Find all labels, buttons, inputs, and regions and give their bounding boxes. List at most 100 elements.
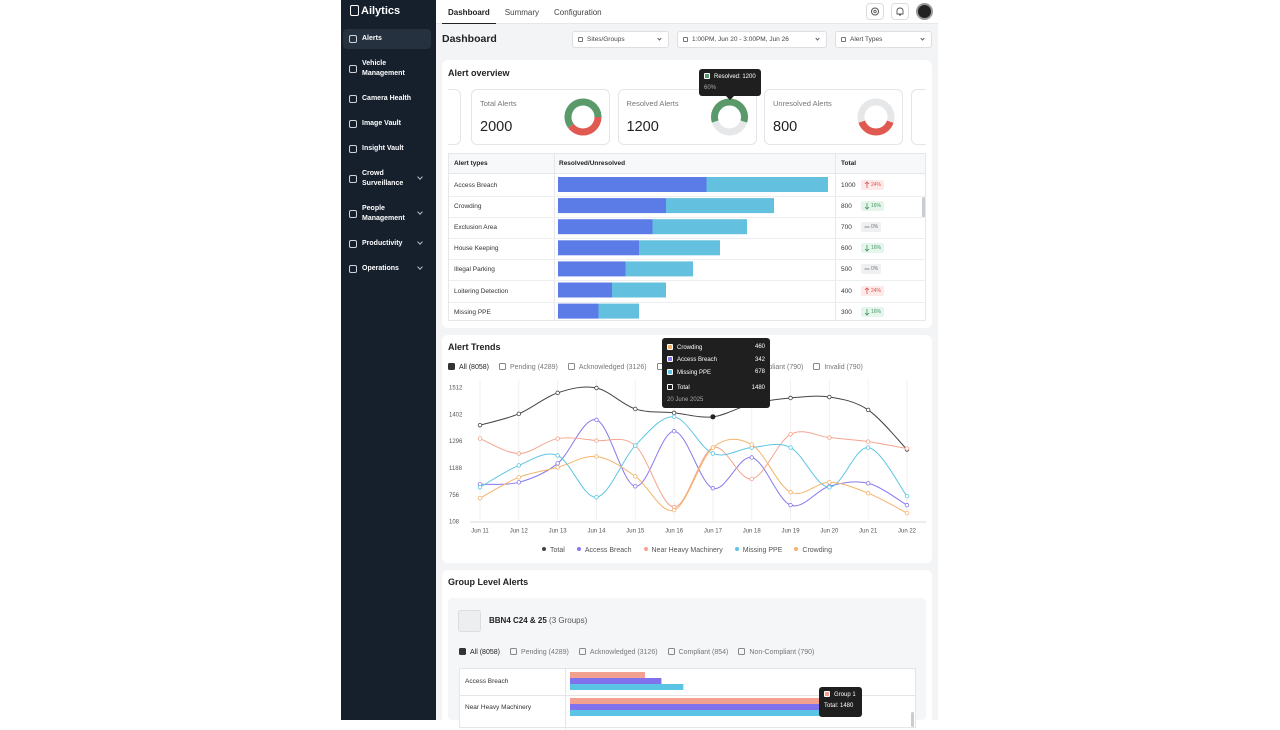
- nav-item[interactable]: Camera Health: [343, 89, 431, 109]
- tab[interactable]: Summary: [504, 8, 540, 17]
- alert-type: Missing PPE: [454, 308, 491, 316]
- tooltip-name: Group 1: [834, 692, 856, 698]
- filter-label: 1:00PM, Jun 20 - 3:00PM, Jun 26: [692, 36, 789, 43]
- nav-icon: [349, 240, 357, 248]
- filter-checkbox[interactable]: Invalid (790): [813, 363, 863, 371]
- nav-label: Productivity: [362, 240, 403, 247]
- total-value: 600: [841, 245, 852, 253]
- tooltip-row: Access Breach 342: [667, 354, 765, 367]
- notifications-button[interactable]: [891, 3, 909, 20]
- nav-icon: [349, 35, 357, 43]
- checkbox: [813, 363, 821, 370]
- alert-type: Crowding: [454, 203, 482, 211]
- settings-button[interactable]: [866, 3, 884, 20]
- checkbox-label: Pending (4289): [509, 364, 558, 371]
- column-divider: [554, 154, 555, 320]
- stat-value: 2000: [480, 119, 513, 135]
- trend-arrow: [864, 245, 870, 252]
- checkbox-label: Compliant (854): [678, 649, 729, 656]
- swatch: [824, 691, 830, 697]
- nav-item[interactable]: Productivity: [343, 234, 431, 254]
- legend-item[interactable]: Near Heavy Machinery: [643, 547, 723, 554]
- nav-item[interactable]: Image Vault: [343, 114, 431, 134]
- nav-icon: [349, 175, 357, 183]
- filter-dropdown[interactable]: Sites/Groups: [572, 31, 669, 48]
- nav-item[interactable]: Vehicle Management: [343, 54, 431, 84]
- filter-label: Alert Types: [850, 36, 883, 43]
- checkbox-label: Invalid (790): [824, 364, 863, 371]
- legend-label: Access Breach: [584, 547, 632, 554]
- tab[interactable]: Configuration: [554, 8, 602, 17]
- stat-label: Total Alerts: [480, 99, 517, 108]
- avatar[interactable]: [916, 3, 933, 20]
- filter-dropdown[interactable]: Alert Types: [835, 31, 932, 48]
- change-pill: 0%: [861, 222, 882, 233]
- nav-label: Vehicle Management: [362, 60, 405, 77]
- legend-dot: [643, 547, 648, 551]
- gear-icon: [871, 7, 879, 16]
- legend-item[interactable]: Access Breach: [576, 547, 632, 554]
- change-label: 16%: [871, 308, 882, 315]
- total-value: 700: [841, 224, 852, 232]
- filter-checkbox[interactable]: Non-Compliant (790): [738, 648, 814, 656]
- trend-icon: [864, 226, 870, 228]
- donut-tooltip: Resolved: 1200 60%: [699, 69, 761, 96]
- nav-icon: [349, 210, 357, 218]
- stat-card: [911, 89, 926, 145]
- nav-label: Image Vault: [362, 120, 401, 127]
- row-label: Access Breach: [465, 678, 509, 685]
- legend-item[interactable]: Crowding: [794, 547, 832, 554]
- legend-dot: [542, 547, 547, 551]
- legend: Total Access Breach Near Heavy Machinery Mi…: [442, 547, 932, 554]
- alert-type: Exclusion Area: [454, 224, 497, 232]
- filter-checkbox[interactable]: Pending (4289): [498, 363, 558, 371]
- filter-checkbox[interactable]: Acknowledged (3126): [578, 648, 658, 656]
- nav-item[interactable]: Operations: [343, 259, 431, 279]
- group-icon: [458, 610, 481, 632]
- swatch: [667, 343, 673, 350]
- stat-label: Unresolved Alerts: [773, 99, 832, 108]
- filter-checkbox[interactable]: All (8058): [448, 363, 489, 371]
- legend-item[interactable]: Missing PPE: [734, 547, 782, 554]
- chevron: [815, 36, 820, 41]
- filter-checkbox[interactable]: Pending (4289): [509, 648, 569, 656]
- nav-item[interactable]: Alerts: [343, 29, 431, 49]
- tooltip-name: Missing PPE: [677, 369, 712, 376]
- tooltip-name: Total: [677, 385, 690, 392]
- nav-item[interactable]: Crowd Surveillance: [343, 164, 431, 194]
- tooltip-date: 20 June 2025: [667, 397, 704, 403]
- legend-item[interactable]: Total: [542, 547, 565, 554]
- top-bar: [436, 0, 938, 24]
- tab[interactable]: Dashboard: [442, 0, 496, 24]
- nav-label: Operations: [362, 265, 399, 272]
- nav-item[interactable]: People Management: [343, 199, 431, 229]
- checkbox-label: All (8058): [459, 364, 489, 371]
- tooltip-row: Group 1: [824, 691, 857, 698]
- legend-label: Crowding: [802, 547, 832, 554]
- tooltip-name: Crowding: [677, 344, 703, 351]
- checkbox-label: All (8058): [470, 649, 500, 656]
- trend-icon: [864, 203, 870, 210]
- tooltip-row: Total 1480: [667, 382, 765, 395]
- change-label: 0%: [871, 266, 879, 273]
- chevron: [417, 239, 423, 245]
- column-divider: [565, 669, 566, 729]
- checkbox-label: Acknowledged (3126): [589, 649, 658, 656]
- filter-icon: [683, 37, 688, 42]
- legend-dot: [576, 547, 581, 551]
- trend-filters: All (8058) Pending (4289) Acknowledged (31…: [448, 363, 863, 371]
- filter-checkbox[interactable]: Acknowledged (3126): [567, 363, 647, 371]
- change-label: 16%: [871, 245, 882, 252]
- nav-item[interactable]: Insight Vault: [343, 139, 431, 159]
- column-header: Total: [841, 160, 857, 167]
- section-title: Alert Trends: [448, 342, 501, 352]
- filter-dropdown[interactable]: 1:00PM, Jun 20 - 3:00PM, Jun 26: [677, 31, 827, 48]
- change-pill: 16%: [861, 306, 885, 317]
- trend-icon: [864, 268, 870, 270]
- row-divider: [460, 695, 915, 696]
- alert-type: House Keeping: [454, 245, 499, 253]
- row-divider: [449, 217, 925, 219]
- filter-checkbox[interactable]: All (8058): [459, 648, 500, 656]
- filter-checkbox[interactable]: Compliant (854): [667, 648, 729, 656]
- stat-card: [448, 89, 461, 145]
